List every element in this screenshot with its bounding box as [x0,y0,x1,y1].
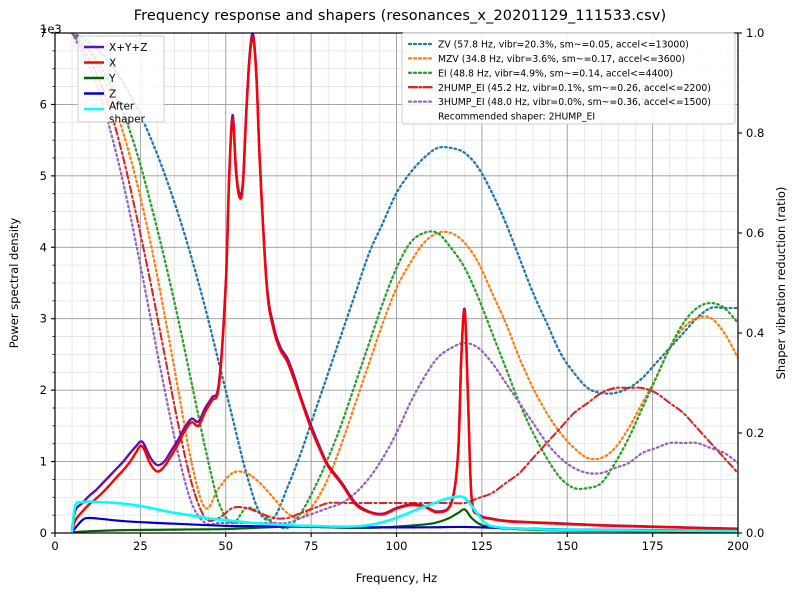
shaper-legend-box[interactable] [401,32,736,125]
shaper-curve-ei [70,33,738,530]
page-title: Frequency response and shapers (resonanc… [133,8,667,24]
x-tick-label: 50 [218,539,233,553]
shaper-curve-mzv [70,33,738,520]
y2-tick-label: 0.8 [746,126,764,140]
y-tick-label: 0 [40,526,47,540]
psd-legend-label-x-y-z[interactable]: X+Y+Z [109,42,147,54]
y2-tick-label: 0.4 [746,326,764,340]
x-axis-label: Frequency, Hz [356,571,437,585]
y-tick-label: 6 [40,97,47,111]
shaper-legend-label-2hump_ei[interactable]: 2HUMP_EI (45.2 Hz, vibr=0.1%, sm~=0.26, … [438,83,711,94]
y-tick-label: 1 [40,455,47,469]
psd-legend-label-z[interactable]: Z [109,89,116,101]
shaper-curve-2hump_ei [71,33,738,523]
psd-curve-after-shaper [70,495,738,533]
x-tick-label: 100 [386,539,408,553]
y2-axis-label: Shaper vibration reduction (ratio) [774,187,788,380]
shaper-legend-label-3hump_ei[interactable]: 3HUMP_EI (48.0 Hz, vibr=0.0%, sm~=0.36, … [438,97,711,108]
y2-tick-label: 0.0 [746,526,764,540]
y-tick-label: 4 [40,240,47,254]
x-tick-label: 175 [642,539,664,553]
psd-legend-label-after-shaper[interactable]: After [109,101,135,113]
y2-tick-label: 1.0 [746,26,764,40]
recommended-shaper-note: Recommended shaper: 2HUMP_EI [438,112,595,123]
y-tick-label: 7 [40,26,47,40]
y-tick-label: 2 [40,383,47,397]
y-tick-label: 5 [40,169,47,183]
x-tick-label: 75 [304,539,319,553]
y-tick-label: 3 [40,312,47,326]
y2-tick-label: 0.2 [746,426,764,440]
shaper-legend-label-ei[interactable]: EI (48.8 Hz, vibr=4.9%, sm~=0.14, accel<… [438,68,673,79]
x-tick-label: 25 [133,539,148,553]
shaper-curve-3hump_ei [70,33,738,526]
psd-legend-label-x[interactable]: X [109,58,116,70]
shaper-legend-label-zv[interactable]: ZV (57.8 Hz, vibr=20.3%, sm~=0.05, accel… [438,40,689,51]
x-tick-label: 0 [51,539,58,553]
series-group [70,33,738,533]
psd-curve-x [70,36,738,532]
psd-legend-box[interactable] [77,35,165,123]
shaper-curve-zv [70,33,738,522]
x-tick-label: 200 [727,539,749,553]
psd-legend-label-y[interactable]: Y [108,73,116,85]
y2-tick-label: 0.6 [746,226,764,240]
shaper-legend-label-mzv[interactable]: MZV (34.8 Hz, vibr=3.6%, sm~=0.17, accel… [438,54,685,65]
psd-legend-label-after-shaper-2[interactable]: shaper [109,114,146,126]
x-tick-label: 150 [556,539,578,553]
x-tick-label: 125 [471,539,493,553]
y-axis-label: Power spectral density [7,218,21,349]
